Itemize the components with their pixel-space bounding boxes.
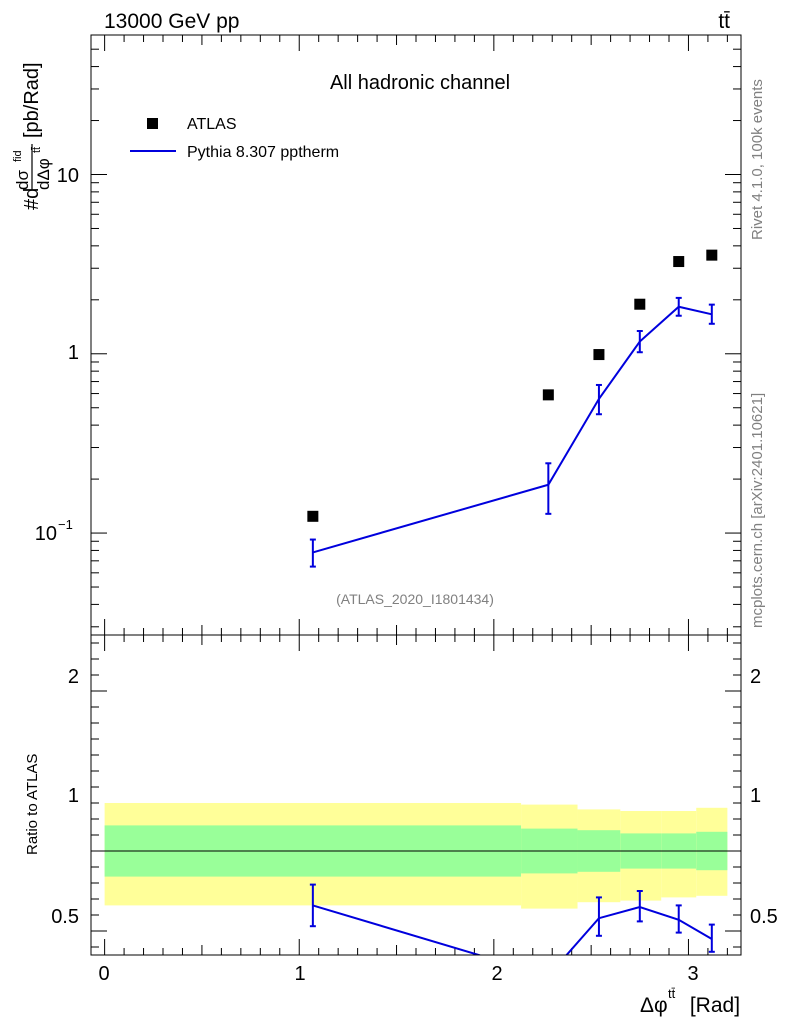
legend-pythia-label: Pythia 8.307 pptherm <box>187 144 339 161</box>
legend-atlas-marker <box>147 118 158 129</box>
main-ylabel-denominator-sup: tt̄ <box>31 147 43 153</box>
ratio-frame <box>90 634 742 956</box>
ratio-panel: 2 1 0.5 2 1 0.5 Ratio to ATLAS 0 1 2 3 Δ… <box>24 634 778 1017</box>
process-label: tt̄ <box>718 10 730 33</box>
main-ytick-label-10: 10 <box>57 165 79 187</box>
mcplots-label: mcplots.cern.ch [arXiv:2401.10621] <box>749 393 766 628</box>
xlabel-sup: tt̄ <box>668 986 676 1001</box>
ratio-ytick-label-1-left: 1 <box>68 785 79 807</box>
xtick-label-2: 2 <box>491 963 502 985</box>
legend-atlas-label: ATLAS <box>187 116 237 133</box>
main-ylabel-numerator-sup: fid <box>12 150 24 162</box>
main-ytick-label-0p1-exponent: −1 <box>58 517 73 532</box>
ratio-ylabel: Ratio to ATLAS <box>24 754 41 855</box>
main-ylabel-prefix: #d <box>21 188 43 210</box>
ratio-ytick-label-0p5-left: 0.5 <box>51 906 79 928</box>
ratio-axis-ticks <box>91 635 741 955</box>
main-ylabel-denominator: dΔφ <box>34 158 53 190</box>
pythia-line <box>312 305 713 554</box>
atlas-data-point <box>706 249 718 261</box>
xlabel-unit: [Rad] <box>684 994 740 1017</box>
xtick-label-0: 0 <box>98 963 109 985</box>
main-ylabel: #d dσ fid dΔφ tt̄ [pb/Rad] <box>12 62 53 210</box>
main-panel: All hadronic channel ATLAS Pythia 8.307 … <box>12 34 742 636</box>
xtick-label-3: 3 <box>687 963 698 985</box>
xtick-label-1: 1 <box>294 963 305 985</box>
atlas-data-point <box>673 256 685 268</box>
ratio-ytick-label-2-right: 2 <box>750 666 761 688</box>
main-ylabel-unit: [pb/Rad] <box>21 62 43 138</box>
ratio-ytick-label-1-right: 1 <box>750 785 761 807</box>
energy-label: 13000 GeV pp <box>104 10 239 33</box>
analysis-id-annotation: (ATLAS_2020_I1801434) <box>336 591 494 607</box>
rivet-version-label: Rivet 4.1.0, 100k events <box>749 79 766 240</box>
main-title: All hadronic channel <box>330 72 510 94</box>
atlas-data-point <box>307 510 319 522</box>
main-ylabel-numerator: dσ <box>13 170 32 190</box>
main-axis-ticks <box>91 34 741 635</box>
ratio-ytick-label-2-left: 2 <box>68 666 79 688</box>
atlas-data-point <box>593 349 605 361</box>
xlabel: Δφ tt̄ [Rad] <box>640 986 740 1017</box>
ratio-pythia-line <box>312 904 713 955</box>
main-ytick-label-0p1: 10 <box>35 523 57 545</box>
ratio-ytick-label-0p5-right: 0.5 <box>750 906 778 928</box>
ratio-uncertainty-bands <box>104 803 728 909</box>
main-series <box>307 249 718 568</box>
xlabel-base: Δφ <box>640 994 668 1017</box>
ratio-series <box>309 883 715 955</box>
main-ytick-label-1: 1 <box>68 342 79 364</box>
atlas-data-point <box>634 298 646 310</box>
atlas-data-point <box>542 389 554 401</box>
